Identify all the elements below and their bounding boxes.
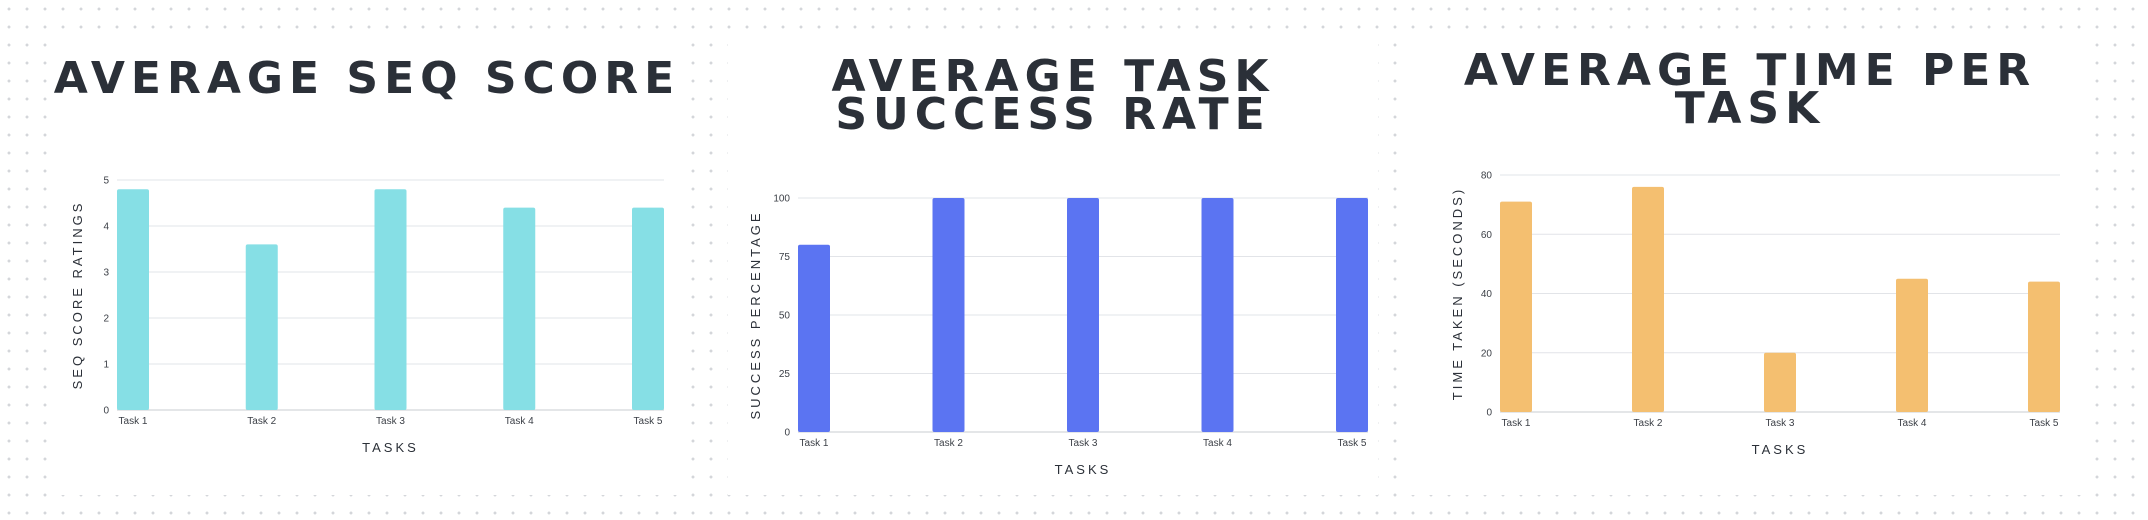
- bar: [1632, 186, 1664, 412]
- y-tick-label: 20: [1481, 348, 1493, 359]
- bar: [1201, 198, 1234, 432]
- y-tick-label: 0: [103, 406, 109, 417]
- x-tick-label: Task 2: [1634, 418, 1663, 429]
- chart-svg: 0 25 50 75 100 Task 1 Task 2 Task 3 Task 4 Task 5…: [748, 194, 1368, 477]
- bar: [245, 244, 278, 410]
- x-tick-label: Task 4: [1898, 418, 1927, 429]
- y-tick-label: 4: [103, 222, 109, 233]
- x-tick-label: Task 5: [634, 416, 663, 427]
- y-axis-label: SUCCESS PERCENTAGE: [748, 210, 763, 419]
- chart-panel-seq-score: AVERAGE SEQ SCORE 0 1 2 3 4 5 Task 1 Task 2 Task…: [52, 40, 682, 495]
- chart-title: AVERAGE TIME PER TASK: [1463, 45, 2037, 134]
- bar: [798, 244, 830, 432]
- x-axis-label: TASKS: [1752, 442, 1809, 457]
- y-tick-label: 25: [779, 369, 791, 380]
- bar: [1067, 198, 1099, 432]
- x-axis-label: TASKS: [1055, 462, 1112, 477]
- bar: [1336, 198, 1368, 432]
- x-tick-label: Task 3: [1069, 438, 1098, 449]
- x-tick-label: Task 5: [2030, 418, 2059, 429]
- x-axis-label: TASKS: [362, 440, 419, 455]
- x-tick-label: Task 3: [376, 416, 405, 427]
- chart-title: AVERAGE TASK SUCCESS RATE: [831, 51, 1275, 140]
- y-tick-label: 75: [779, 252, 791, 263]
- x-tick-label: Task 5: [1338, 438, 1367, 449]
- x-tick-label: Task 2: [247, 416, 276, 427]
- y-tick-label: 60: [1481, 230, 1493, 241]
- bar: [632, 207, 664, 410]
- chart-svg: 0 1 2 3 4 5 Task 1 Task 2 Task 3 Task 4 Task 5 TASK…: [70, 176, 664, 455]
- x-tick-label: Task 1: [1502, 418, 1531, 429]
- chart-panel-task-success: AVERAGE TASK SUCCESS RATE 0 25 50 75 100 Task…: [728, 40, 1378, 495]
- x-tick-label: Task 1: [800, 438, 829, 449]
- y-axis-label: TIME TAKEN (SECONDS): [1450, 187, 1465, 400]
- y-tick-label: 40: [1481, 289, 1493, 300]
- chart-svg: 0 20 40 60 80 Task 1 Task 2 Task 3 Task 4 Task 5 T…: [1450, 171, 2060, 457]
- bar: [1896, 278, 1928, 412]
- y-tick-label: 5: [103, 176, 109, 187]
- bar: [932, 198, 965, 432]
- y-tick-label: 80: [1481, 171, 1493, 182]
- x-tick-label: Task 4: [505, 416, 534, 427]
- bar: [503, 207, 536, 410]
- y-tick-label: 50: [779, 311, 791, 322]
- y-tick-label: 3: [103, 268, 109, 279]
- x-tick-label: Task 2: [934, 438, 963, 449]
- y-tick-label: 2: [103, 314, 109, 325]
- bar: [1500, 201, 1532, 412]
- bar: [2028, 281, 2060, 412]
- y-tick-label: 0: [1486, 408, 1492, 419]
- bar: [374, 189, 407, 410]
- x-tick-label: Task 4: [1203, 438, 1232, 449]
- chart-panel-time-per-task: AVERAGE TIME PER TASK 0 20 40 60 80 Task 1 Tas…: [1410, 30, 2090, 495]
- y-tick-label: 0: [784, 428, 790, 439]
- bar: [1764, 352, 1796, 412]
- x-tick-label: Task 3: [1766, 418, 1795, 429]
- y-axis-label: SEQ SCORE RATINGS: [70, 201, 85, 390]
- y-tick-label: 100: [773, 194, 790, 205]
- chart-title: AVERAGE SEQ SCORE: [53, 53, 681, 104]
- y-tick-label: 1: [103, 360, 109, 371]
- x-tick-label: Task 1: [119, 416, 148, 427]
- bar: [117, 189, 149, 410]
